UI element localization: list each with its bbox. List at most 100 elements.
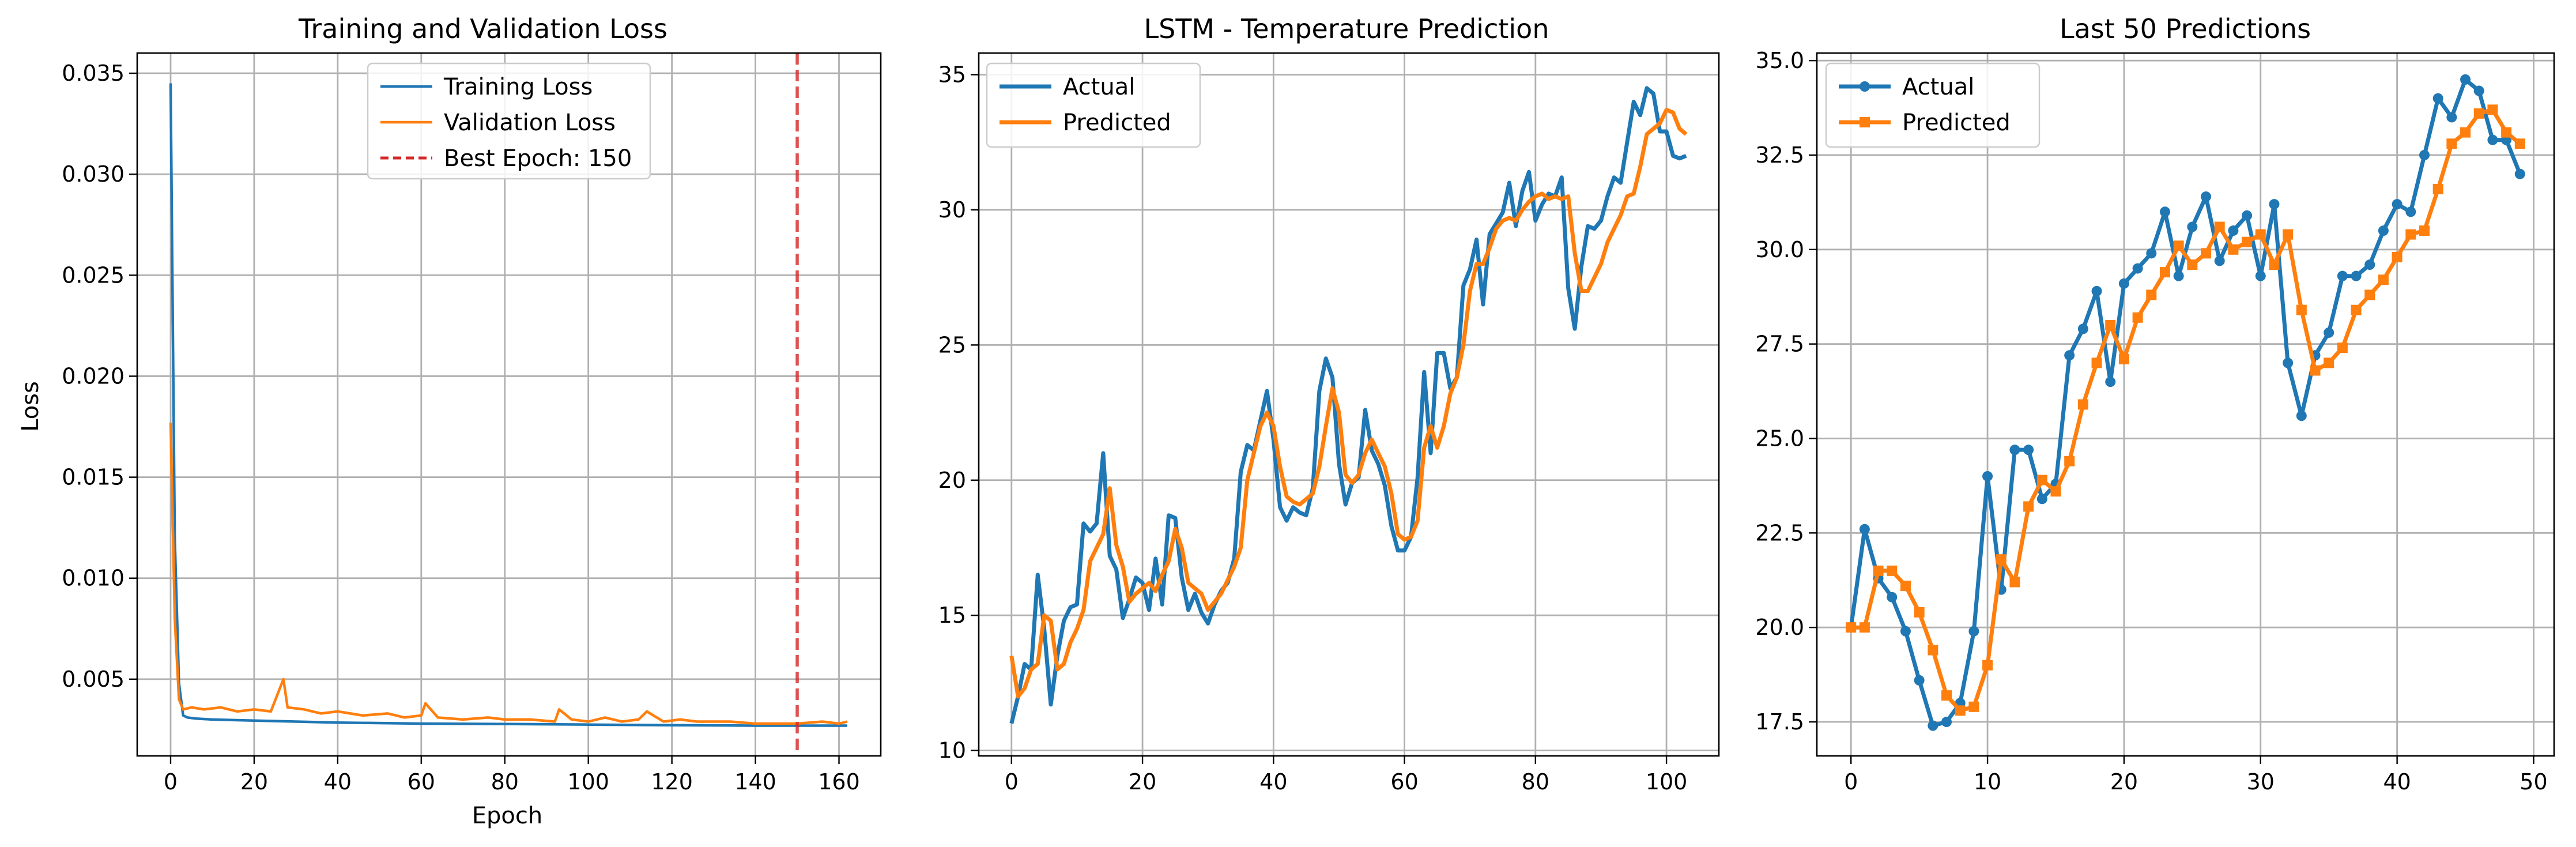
data-point <box>1873 565 1884 576</box>
data-point <box>2460 127 2471 138</box>
x-tick-label: 80 <box>491 769 519 795</box>
data-point <box>2446 138 2457 149</box>
last-50-predictions-panel: Last 50 Predictions 0 10 20 30 40 50 17.5 20.0 2… <box>1755 13 2555 795</box>
legend-label: Predicted <box>1902 110 2011 136</box>
data-point <box>2269 259 2280 270</box>
data-point <box>1941 690 1952 701</box>
x-tick-label: 40 <box>1259 769 1287 795</box>
data-point <box>1928 645 1938 656</box>
data-point <box>2023 445 2034 456</box>
data-point <box>2214 255 2225 266</box>
legend-label: Actual <box>1063 74 1135 100</box>
y-tick-label: 22.5 <box>1755 520 1804 545</box>
data-point <box>2351 270 2362 281</box>
data-point <box>2009 577 2020 588</box>
chart-title: Training and Validation Loss <box>298 13 667 44</box>
y-tick-label: 0.025 <box>62 262 125 288</box>
data-point <box>2228 225 2239 236</box>
data-point <box>2269 199 2280 210</box>
y-tick-label: 0.035 <box>62 61 125 86</box>
chart-title: LSTM - Temperature Prediction <box>1144 13 1549 44</box>
data-point <box>2501 127 2512 138</box>
data-point <box>2009 445 2020 456</box>
temperature-prediction-panel: LSTM - Temperature Prediction 0 20 40 60 80 1… <box>938 13 1720 795</box>
data-point <box>2432 183 2443 194</box>
data-point <box>2378 225 2389 236</box>
x-tick-label: 20 <box>1129 769 1156 795</box>
data-point <box>2173 240 2184 251</box>
x-tick-label: 20 <box>240 769 268 795</box>
legend: Actual Predicted <box>1825 62 2041 148</box>
data-point <box>2064 456 2075 466</box>
data-point <box>1887 565 1898 576</box>
data-point <box>1982 471 1993 482</box>
data-point <box>2446 112 2457 123</box>
data-point <box>2487 134 2498 145</box>
y-tick-label: 0.010 <box>62 566 125 591</box>
y-tick-label: 30.0 <box>1755 237 1804 262</box>
data-point <box>1914 607 1925 618</box>
data-point <box>2392 251 2402 262</box>
legend-box <box>367 62 651 180</box>
x-tick-label: 100 <box>1646 769 1688 795</box>
legend-marker <box>1860 81 1870 92</box>
data-point <box>1859 622 1870 633</box>
data-point <box>2091 285 2102 296</box>
data-point <box>1859 524 1870 534</box>
data-point <box>2242 236 2253 247</box>
axes-frame <box>136 52 882 757</box>
x-tick-label: 10 <box>1974 769 2001 795</box>
series-line-predicted <box>1009 108 1688 699</box>
x-tick-label: 50 <box>2520 769 2547 795</box>
loss-chart-panel: Training and Validation Loss Epoch Loss … <box>17 13 882 829</box>
data-point <box>2118 353 2129 364</box>
x-tick-label: 60 <box>1390 769 1418 795</box>
data-point <box>2514 168 2525 179</box>
data-point <box>2419 149 2430 160</box>
data-point <box>2405 229 2416 240</box>
y-tick-label: 15 <box>938 603 966 628</box>
data-point <box>2296 411 2307 421</box>
data-point <box>2201 248 2212 259</box>
legend-marker <box>1860 117 1870 127</box>
legend: Actual Predicted <box>986 62 1201 148</box>
y-tick-label: 17.5 <box>1755 709 1804 735</box>
legend-label: Validation Loss <box>444 110 616 136</box>
data-point <box>2337 342 2348 353</box>
data-point <box>2432 93 2443 104</box>
x-tick-label: 40 <box>2383 769 2411 795</box>
data-point <box>2023 501 2034 512</box>
data-point <box>2324 357 2334 368</box>
legend-box <box>986 62 1201 148</box>
data-point <box>2132 312 2143 323</box>
x-tick-label: 120 <box>651 769 693 795</box>
data-point <box>1900 626 1911 637</box>
legend-box <box>1825 62 2041 148</box>
legend-label: Predicted <box>1063 110 1171 136</box>
data-point <box>2187 259 2198 270</box>
legend-label: Training Loss <box>443 74 593 100</box>
y-tick-label: 32.5 <box>1755 142 1804 168</box>
data-point <box>2228 244 2239 255</box>
data-point <box>2364 289 2375 300</box>
x-axis-label: Epoch <box>472 803 542 829</box>
data-point <box>2091 357 2102 368</box>
data-point <box>2337 270 2348 281</box>
data-point <box>1955 705 1966 716</box>
x-tick-label: 140 <box>734 769 776 795</box>
data-point <box>1846 622 1857 633</box>
data-point <box>2159 206 2170 217</box>
data-point <box>2473 108 2484 119</box>
data-point <box>2105 319 2116 330</box>
data-point <box>2064 350 2075 361</box>
x-tick-label: 0 <box>164 769 178 795</box>
axes-frame <box>1816 52 2555 757</box>
y-tick-label: 27.5 <box>1755 332 1804 357</box>
x-tick-label: 40 <box>324 769 352 795</box>
data-point <box>2324 327 2334 338</box>
y-tick-label: 25.0 <box>1755 426 1804 451</box>
data-point <box>2077 399 2088 410</box>
chart-title: Last 50 Predictions <box>2060 13 2311 44</box>
y-tick-label: 10 <box>938 738 966 763</box>
series-line-validation-loss <box>169 422 848 725</box>
